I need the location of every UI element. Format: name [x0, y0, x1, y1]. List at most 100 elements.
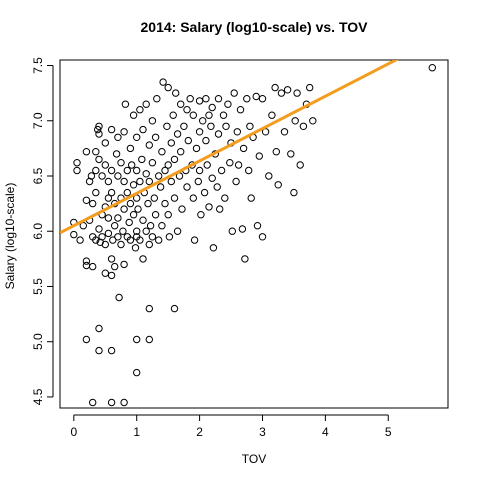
data-point: [95, 225, 103, 233]
data-point: [217, 166, 226, 175]
data-point: [283, 86, 292, 94]
data-point: [272, 148, 280, 156]
data-point: [89, 262, 97, 271]
data-point: [189, 194, 198, 202]
data-point: [120, 398, 128, 407]
data-point: [280, 128, 289, 136]
data-point: [107, 125, 116, 134]
data-point: [296, 161, 304, 169]
data-point: [153, 95, 161, 103]
data-point: [133, 335, 141, 344]
data-point: [221, 194, 229, 202]
data-point: [214, 95, 223, 103]
data-point: [232, 177, 240, 186]
data-point: [158, 222, 166, 230]
data-point: [114, 172, 122, 180]
data-point: [226, 159, 234, 167]
data-point: [89, 398, 97, 407]
data-point: [76, 236, 84, 244]
data-point: [213, 183, 221, 191]
data-point: [163, 122, 171, 131]
data-point: [133, 166, 141, 175]
data-point: [125, 218, 133, 227]
data-point: [120, 128, 128, 136]
data-point: [293, 89, 301, 97]
data-point: [114, 214, 122, 222]
data-point: [252, 92, 260, 101]
data-point: [111, 262, 119, 271]
data-point: [101, 269, 110, 277]
data-point: [222, 122, 230, 131]
data-point: [142, 170, 150, 178]
data-point: [134, 205, 142, 213]
data-point: [112, 150, 121, 158]
data-point: [428, 64, 436, 72]
data-point: [156, 183, 165, 191]
data-point: [186, 95, 194, 103]
data-point: [136, 177, 144, 186]
data-point: [145, 177, 154, 186]
data-point: [199, 117, 207, 125]
data-point: [169, 111, 177, 119]
data-point: [190, 236, 199, 244]
data-point: [133, 368, 141, 377]
data-point: [107, 271, 116, 280]
data-point: [173, 130, 182, 138]
data-point: [258, 233, 267, 241]
data-point: [184, 136, 193, 145]
y-tick-label: 6.0: [31, 223, 45, 240]
data-point: [271, 83, 279, 92]
data-point: [170, 304, 179, 313]
data-point: [268, 111, 276, 119]
data-point: [95, 155, 103, 164]
data-point: [306, 83, 314, 92]
data-point: [243, 95, 251, 103]
data-point: [177, 100, 185, 108]
data-point: [224, 100, 232, 108]
chart-title: 2014: Salary (log10-scale) vs. TOV: [141, 19, 369, 35]
data-point: [73, 159, 81, 167]
data-point: [104, 214, 113, 222]
data-point: [107, 398, 116, 407]
x-tick-label: 0: [70, 425, 77, 439]
data-point: [299, 122, 308, 131]
data-point: [121, 100, 130, 108]
data-point: [228, 227, 237, 235]
data-point: [104, 194, 113, 202]
data-point: [214, 130, 223, 138]
data-point: [82, 257, 91, 265]
data-point: [119, 227, 127, 235]
data-point: [173, 227, 182, 235]
data-point: [202, 95, 210, 103]
data-point: [172, 89, 180, 97]
data-point: [92, 236, 100, 244]
data-point: [107, 188, 116, 197]
data-point: [247, 194, 255, 202]
data-point: [89, 199, 97, 208]
data-point: [205, 203, 213, 211]
data-point: [139, 255, 147, 263]
x-axis: 0 1 2 3 4 5: [70, 414, 392, 439]
data-point: [167, 177, 176, 186]
data-point: [203, 161, 211, 169]
data-point: [207, 122, 215, 131]
data-point: [164, 83, 172, 92]
x-tick-label: 1: [133, 425, 140, 439]
data-point: [195, 97, 204, 105]
data-point: [208, 174, 216, 182]
data-point: [129, 211, 138, 219]
data-point: [183, 183, 191, 191]
data-point: [82, 261, 91, 270]
data-point: [142, 227, 150, 235]
data-point: [246, 122, 254, 131]
data-point: [120, 260, 128, 269]
data-point: [126, 236, 135, 244]
data-point: [236, 106, 245, 114]
data-point: [202, 136, 210, 145]
data-point: [161, 166, 169, 175]
data-point: [126, 199, 135, 208]
x-tick-label: 3: [259, 425, 266, 439]
x-axis-label: TOV: [242, 452, 266, 466]
